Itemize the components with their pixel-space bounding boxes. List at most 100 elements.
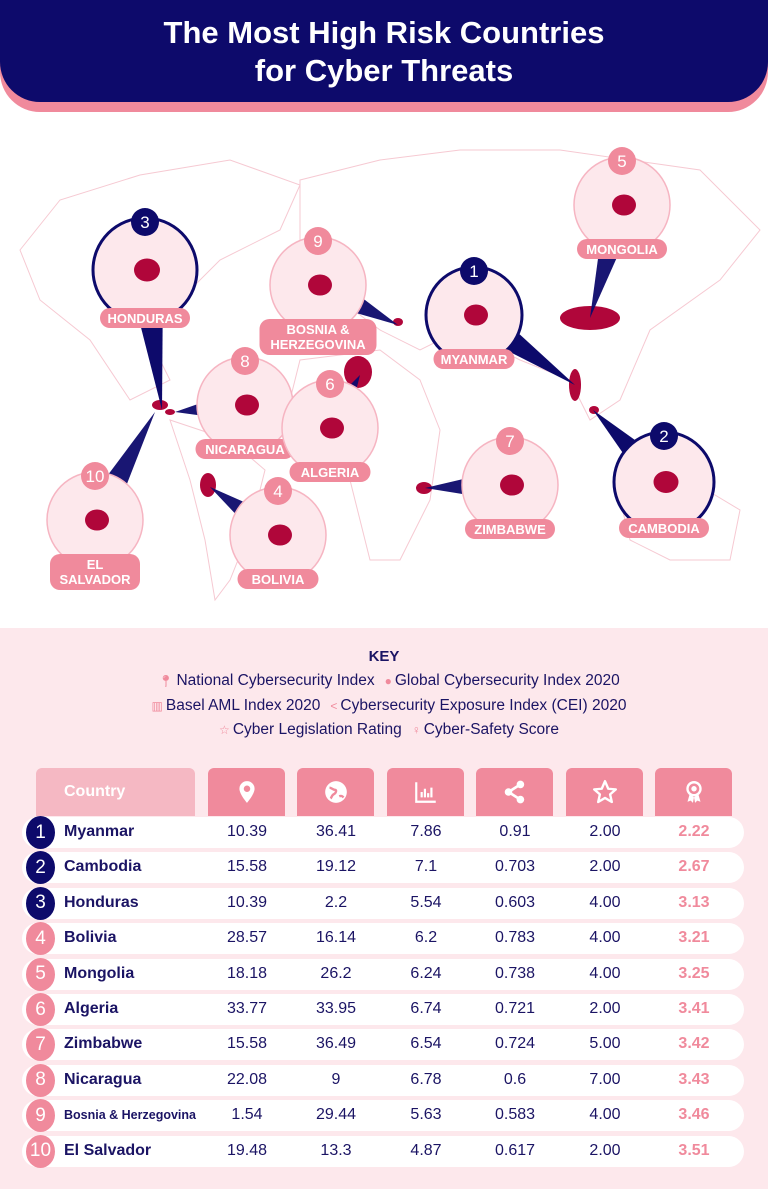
header-cybersecurity-exposure-index bbox=[476, 768, 553, 816]
country-label-text: BOSNIA & bbox=[286, 322, 349, 337]
country-name: Zimbabwe bbox=[64, 1035, 143, 1053]
cell-value: 6.74 bbox=[410, 1000, 442, 1017]
country-name: Myanmar bbox=[64, 823, 135, 840]
key-legend: KEY 📍︎ National Cybersecurity Index ● Globa… bbox=[0, 648, 768, 743]
cell-value: 4.00 bbox=[589, 1106, 621, 1124]
rank-badge bbox=[81, 462, 109, 490]
cyber-safety-score: 3.51 bbox=[678, 1141, 710, 1159]
cyber-safety-score: 2.22 bbox=[678, 823, 710, 840]
continent-outline bbox=[19, 159, 301, 401]
cell-value: 6.78 bbox=[410, 1070, 442, 1088]
cyber-safety-score: 3.13 bbox=[678, 893, 710, 911]
table-row: 7 Zimbabwe 15.58 36.49 6.54 0.724 5.00 3.42 bbox=[22, 1028, 744, 1062]
cell-value: 13.3 bbox=[320, 1141, 352, 1159]
cell-value: 15.58 bbox=[226, 858, 268, 876]
country-name: Algeria bbox=[64, 1000, 119, 1017]
cell-value: 29.44 bbox=[315, 1106, 357, 1124]
cell-value: 0.583 bbox=[494, 1106, 536, 1124]
cell-value: 6.2 bbox=[414, 929, 438, 947]
cell-value: 2.00 bbox=[589, 858, 621, 876]
cell-value: 0.6 bbox=[503, 1070, 527, 1088]
cell-value: 0.91 bbox=[499, 823, 531, 840]
rank-badge bbox=[264, 477, 292, 505]
award-icon: ♀ bbox=[411, 723, 421, 737]
cell-value: 33.95 bbox=[315, 1000, 357, 1017]
world-map: 3 HONDURAS 9 BOSNIA &HERZEGOVINA 5 MONGOLIA 1 M… bbox=[19, 147, 761, 602]
callout-nicaragua: 8 NICARAGUA bbox=[175, 347, 295, 459]
callout-bosnia-: 9 BOSNIA &HERZEGOVINA bbox=[259, 227, 398, 355]
country-label-text: HONDURAS bbox=[107, 311, 182, 326]
key-title: KEY bbox=[368, 648, 400, 665]
table-section: KEY 📍︎ National Cybersecurity Index ● Globa… bbox=[0, 628, 768, 1189]
country-label-text: NICARAGUA bbox=[205, 442, 285, 457]
highlighted-country bbox=[589, 406, 599, 414]
cell-value: 36.49 bbox=[315, 1035, 357, 1053]
star-icon bbox=[592, 779, 617, 804]
cyber-safety-score: 3.25 bbox=[678, 964, 710, 982]
country-label bbox=[465, 519, 555, 539]
cell-value: 36.41 bbox=[315, 823, 357, 840]
country-label-text: EL bbox=[87, 557, 104, 572]
table-row: 8 Nicaragua 22.08 9 6.78 0.6 7.00 3.43 bbox=[22, 1063, 744, 1097]
page-title: The Most High Risk Countries for Cyber T… bbox=[0, 0, 768, 102]
map-pin-icon bbox=[238, 781, 255, 803]
header-basel-aml-index bbox=[387, 768, 464, 816]
highlighted-country bbox=[152, 400, 168, 410]
country-label-text: ZIMBABWE bbox=[474, 522, 546, 537]
rank-number: 9 bbox=[313, 232, 322, 251]
highlighted-country bbox=[416, 482, 432, 494]
cell-value: 0.724 bbox=[494, 1035, 536, 1053]
cell-value: 9 bbox=[331, 1070, 341, 1088]
cell-value: 0.783 bbox=[494, 929, 536, 947]
rank-badge bbox=[131, 208, 159, 236]
cell-value: 6.54 bbox=[410, 1035, 442, 1053]
header-cyber-safety-score bbox=[655, 768, 732, 816]
rank-number: 8 bbox=[240, 352, 249, 371]
rank-badge: 8 bbox=[26, 1063, 55, 1097]
cyber-safety-score: 2.67 bbox=[678, 858, 710, 876]
rank-badge: 5 bbox=[26, 957, 55, 991]
cell-value: 22.08 bbox=[226, 1070, 268, 1088]
country-shape bbox=[612, 194, 636, 216]
cyber-safety-score: 3.43 bbox=[678, 1070, 710, 1088]
globe-icon bbox=[324, 781, 347, 803]
rank-badge: 9 bbox=[26, 1099, 55, 1133]
rank-badge bbox=[650, 422, 678, 450]
rank-number: 3 bbox=[140, 213, 149, 232]
country-name: Bolivia bbox=[64, 929, 117, 947]
country-name: Bosnia & Herzegovina bbox=[64, 1108, 196, 1123]
table-row: 3 Honduras 10.39 2.2 5.54 0.603 4.00 3.13 bbox=[22, 886, 744, 920]
country-label-text: BOLIVIA bbox=[252, 572, 305, 587]
country-shape bbox=[235, 394, 259, 416]
rank-badge bbox=[496, 427, 524, 455]
cell-value: 2.00 bbox=[589, 823, 621, 840]
map-pin-icon: 📍︎ bbox=[158, 674, 174, 688]
cell-value: 0.617 bbox=[494, 1141, 536, 1159]
table-row: 6 Algeria 33.77 33.95 6.74 0.721 2.00 3.41 bbox=[22, 993, 744, 1026]
callout-bolivia: 4 BOLIVIA bbox=[210, 477, 327, 589]
rank-badge bbox=[608, 147, 636, 175]
cyber-safety-score: 3.42 bbox=[678, 1035, 710, 1053]
cell-value: 5.63 bbox=[410, 1106, 442, 1124]
highlighted-country bbox=[200, 473, 216, 497]
callout-cambodia: 2 CAMBODIA bbox=[593, 410, 716, 538]
table-row: 2 Cambodia 15.58 19.12 7.1 0.703 2.00 2.67 bbox=[22, 851, 744, 885]
rank-badge: 2 bbox=[26, 851, 55, 885]
country-label bbox=[577, 239, 667, 259]
country-shape bbox=[134, 258, 160, 282]
bar-chart-icon bbox=[414, 782, 436, 803]
rank-badge bbox=[231, 347, 259, 375]
share-icon bbox=[504, 780, 524, 804]
cell-value: 10.39 bbox=[226, 893, 268, 911]
country-name: Honduras bbox=[64, 893, 139, 911]
rank-badge bbox=[304, 227, 332, 255]
highlighted-country bbox=[344, 356, 372, 388]
country-shape bbox=[308, 274, 332, 296]
header-national-cybersecurity-index bbox=[208, 768, 285, 816]
country-label-text: MYANMAR bbox=[441, 352, 508, 367]
cyber-safety-score: 3.41 bbox=[678, 1000, 710, 1017]
highlighted-country bbox=[393, 318, 403, 326]
country-name: El Salvador bbox=[64, 1141, 152, 1159]
country-name: Mongolia bbox=[64, 964, 135, 982]
